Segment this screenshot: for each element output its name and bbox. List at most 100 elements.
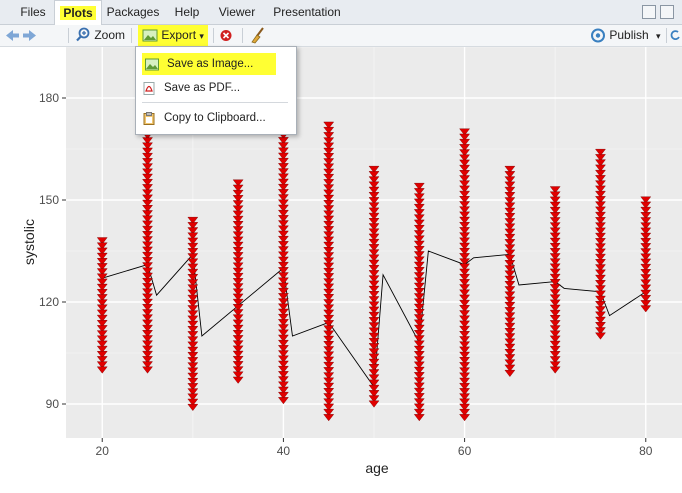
data-point <box>413 251 425 259</box>
data-point <box>323 372 335 380</box>
data-point <box>459 357 470 365</box>
data-point <box>459 336 470 344</box>
data-point <box>278 277 289 285</box>
data-point <box>278 183 289 191</box>
data-point <box>278 282 289 290</box>
data-point <box>96 242 108 250</box>
copy-to-clipboard-menu-item[interactable]: Copy to Clipboard... <box>142 107 266 129</box>
data-point <box>549 345 561 353</box>
data-point <box>323 403 335 411</box>
data-point <box>640 201 652 209</box>
data-point <box>187 331 199 339</box>
maximize-pane-button[interactable] <box>660 5 674 19</box>
forward-arrow-icon[interactable] <box>22 25 38 46</box>
data-point <box>232 195 244 203</box>
data-point <box>323 257 335 265</box>
data-point <box>459 289 470 297</box>
data-point <box>640 217 652 225</box>
data-point <box>459 242 470 250</box>
data-point <box>595 332 606 340</box>
data-point <box>278 199 289 207</box>
data-point <box>413 393 425 401</box>
data-point <box>232 278 244 286</box>
data-point <box>232 330 244 338</box>
data-point <box>323 288 335 296</box>
tab-files[interactable]: Files <box>14 0 52 24</box>
data-point <box>459 273 470 281</box>
data-point <box>187 248 199 256</box>
refresh-icon[interactable] <box>670 25 680 46</box>
data-point <box>413 351 425 359</box>
data-point <box>504 364 516 372</box>
data-point <box>278 256 289 264</box>
data-point <box>459 408 470 416</box>
data-point <box>96 273 108 281</box>
data-point <box>96 314 108 322</box>
data-point <box>96 263 108 271</box>
data-point <box>413 408 425 416</box>
image-icon <box>142 29 158 42</box>
data-point <box>278 386 289 394</box>
publish-button[interactable]: Publish ▾ <box>590 25 661 46</box>
data-point <box>142 205 153 213</box>
save-as-image-label: Save as Image... <box>167 58 254 70</box>
data-point <box>549 201 561 209</box>
data-point <box>323 414 335 422</box>
data-point <box>278 308 289 316</box>
data-point <box>278 339 289 347</box>
plots-toolbar: Zoom Export ▾ Publish ▾ <box>0 25 682 47</box>
data-point <box>368 176 380 184</box>
data-point <box>187 393 199 401</box>
tab-plots[interactable]: Plots <box>54 0 102 25</box>
data-point <box>142 163 153 171</box>
data-point <box>142 304 153 312</box>
data-point <box>504 307 516 315</box>
data-point <box>413 387 425 395</box>
tab-packages[interactable]: Packages <box>102 0 164 24</box>
dropdown-caret-icon: ▾ <box>656 31 661 41</box>
remove-plot-icon <box>220 30 232 41</box>
data-point <box>278 251 289 259</box>
data-point <box>504 281 516 289</box>
data-point <box>459 315 470 323</box>
tab-presentation[interactable]: Presentation <box>266 0 348 24</box>
save-as-pdf-menu-item[interactable]: Save as PDF... <box>142 77 240 99</box>
tab-packages-label: Packages <box>106 5 160 19</box>
data-point <box>640 253 652 261</box>
tab-viewer[interactable]: Viewer <box>210 0 264 24</box>
data-point <box>323 236 335 244</box>
data-point <box>142 199 153 207</box>
data-point <box>504 301 516 309</box>
export-button[interactable]: Export ▾ <box>138 25 208 46</box>
data-point <box>459 367 470 375</box>
data-point <box>459 372 470 380</box>
toolbar-divider <box>68 28 69 43</box>
data-point <box>504 328 516 336</box>
data-point <box>595 238 606 246</box>
toolbar-divider <box>213 28 214 43</box>
zoom-button[interactable]: Zoom <box>75 25 125 46</box>
back-arrow-icon[interactable] <box>4 25 20 46</box>
data-point <box>595 164 606 172</box>
save-as-image-menu-item[interactable]: Save as Image... <box>142 53 276 75</box>
data-point <box>142 350 153 358</box>
data-point <box>413 340 425 348</box>
data-point <box>595 148 606 156</box>
data-point <box>459 258 470 266</box>
data-point <box>142 324 153 332</box>
data-point <box>323 346 335 354</box>
data-point <box>187 383 199 391</box>
data-point <box>459 284 470 292</box>
tab-help[interactable]: Help <box>166 0 208 24</box>
data-point <box>323 247 335 255</box>
data-point <box>459 227 470 235</box>
data-point <box>232 210 244 218</box>
minimize-pane-button[interactable] <box>642 5 656 19</box>
data-point <box>323 283 335 291</box>
data-point <box>278 163 289 171</box>
remove-plot-button[interactable] <box>219 25 233 46</box>
data-point <box>504 275 516 283</box>
data-point <box>413 309 425 317</box>
data-point <box>413 188 425 196</box>
clear-all-plots-button[interactable] <box>250 25 266 46</box>
